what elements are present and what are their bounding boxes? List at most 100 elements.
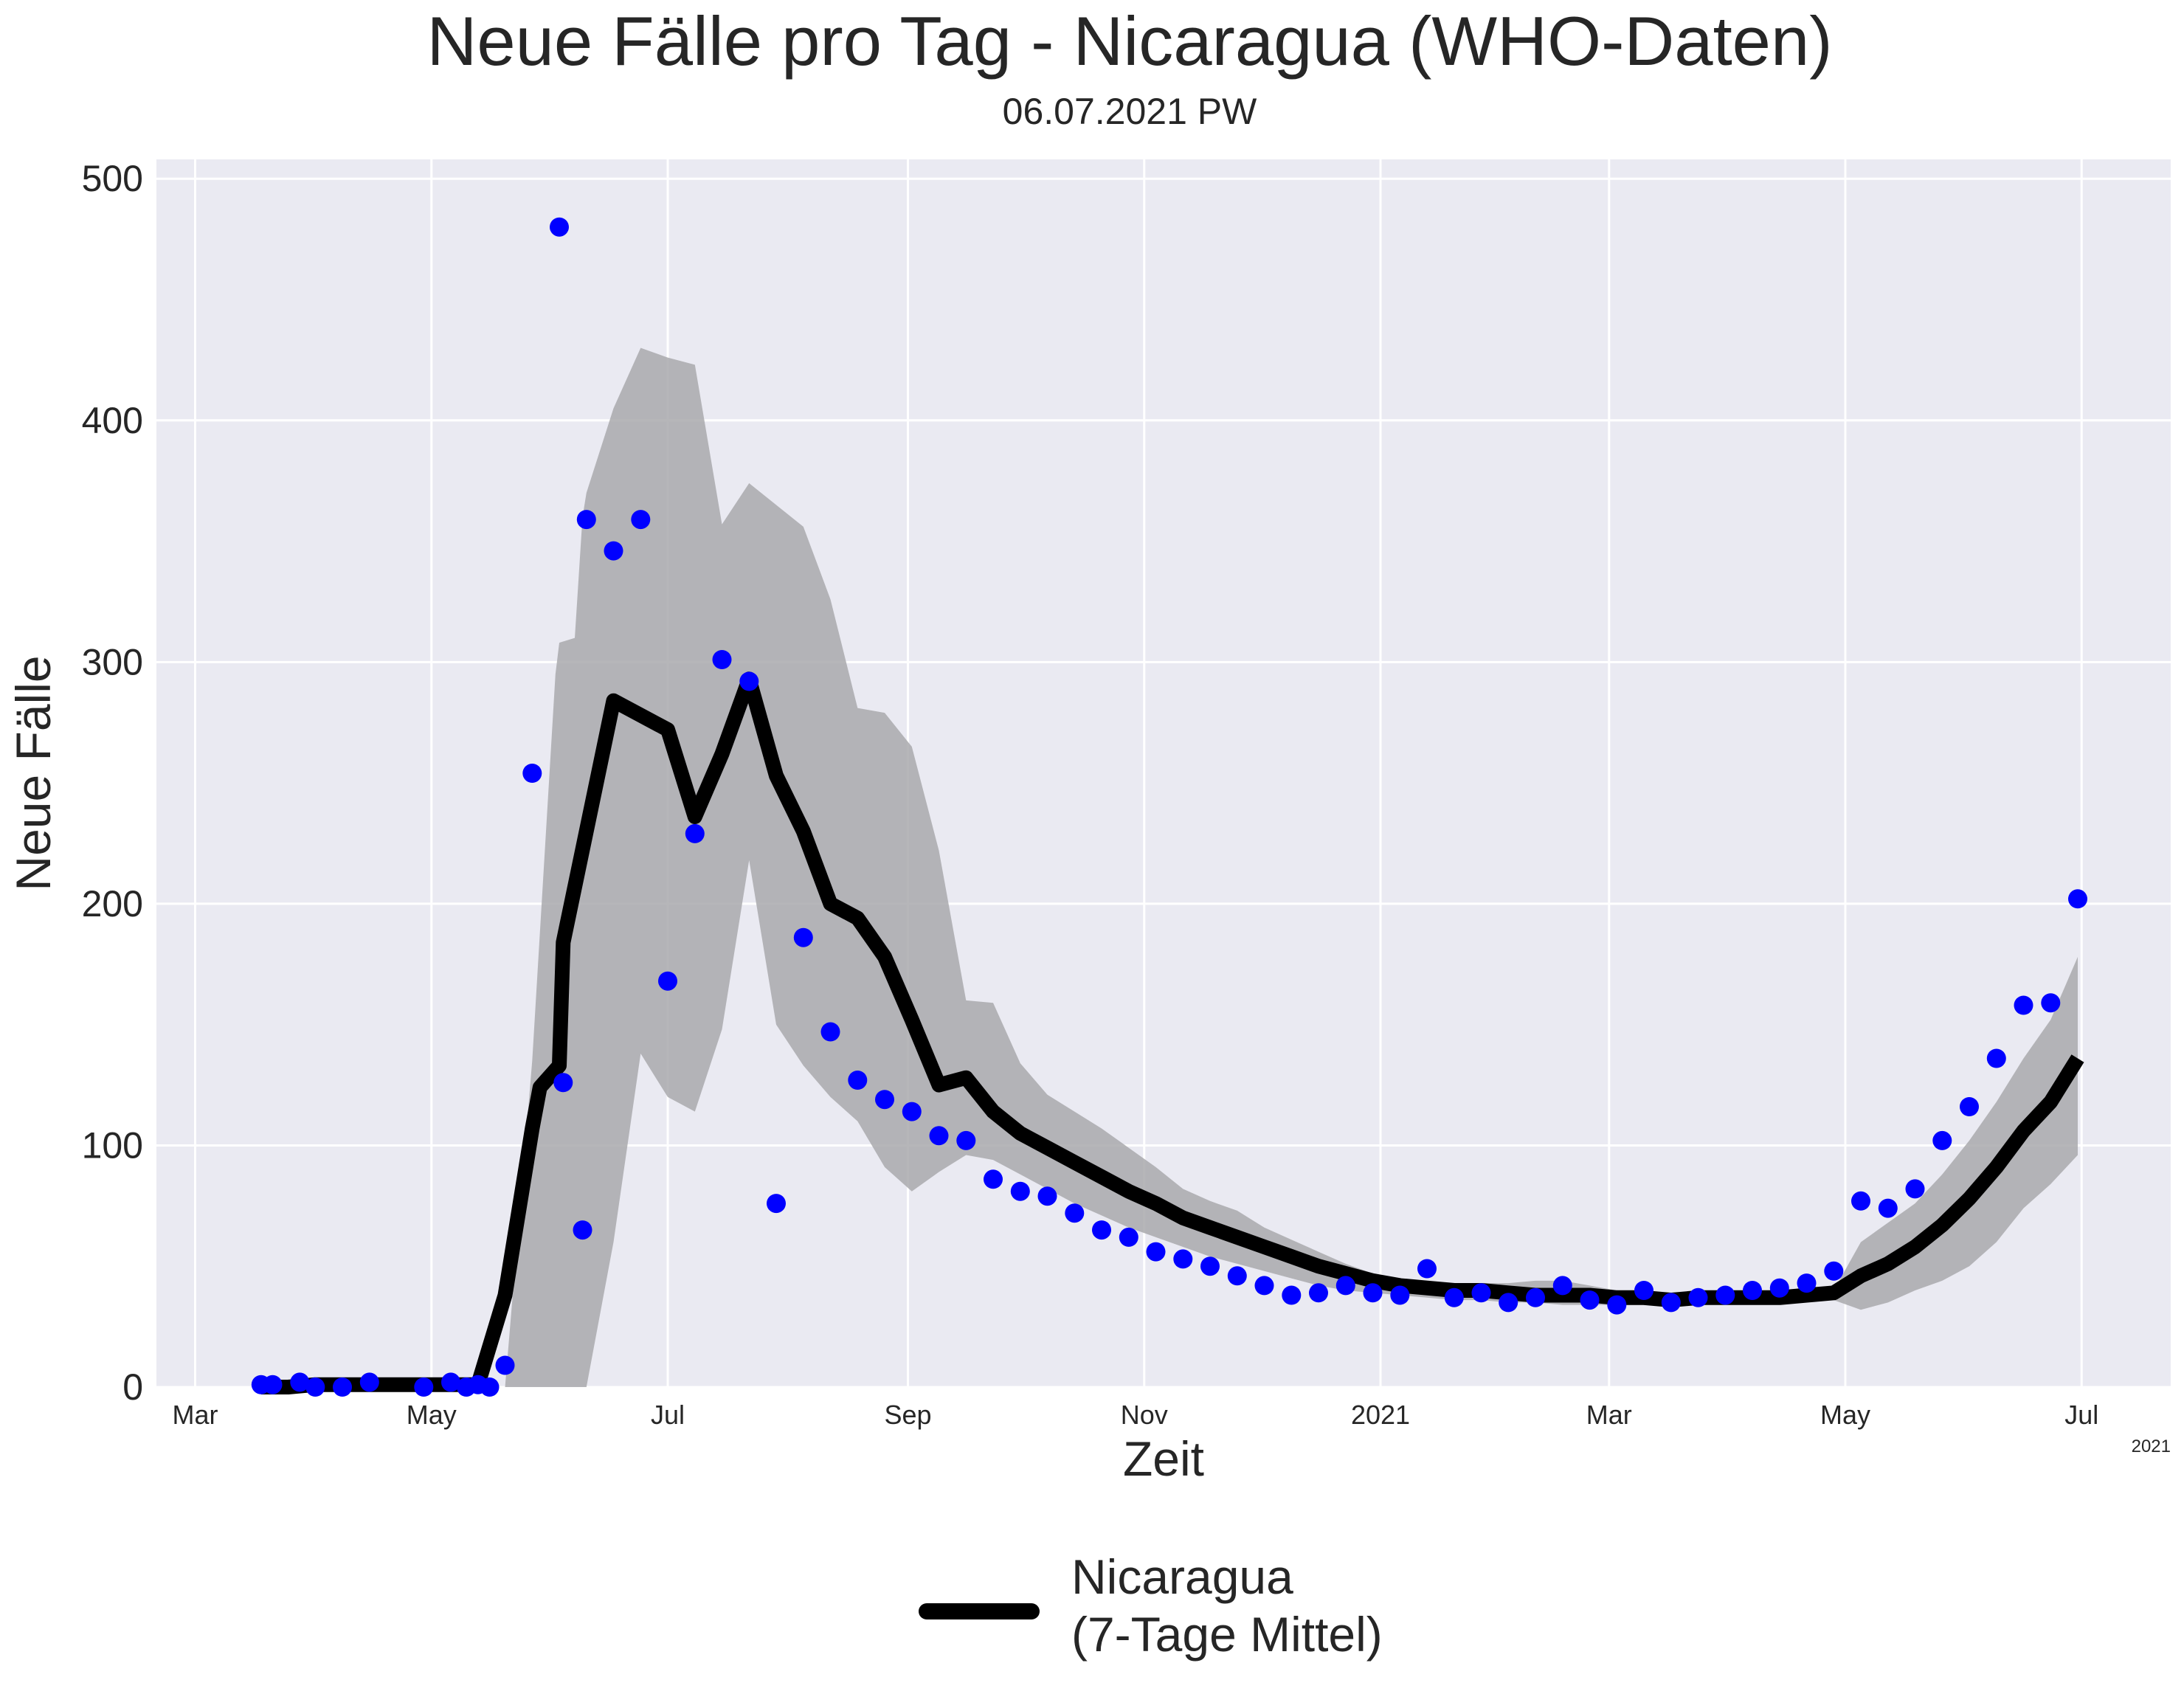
data-point-42: [1282, 1285, 1302, 1305]
data-point-65: [1905, 1179, 1925, 1199]
data-point-26: [848, 1071, 868, 1090]
x-axis-offset-label: 2021: [2132, 1437, 2171, 1456]
data-point-18: [631, 510, 651, 530]
data-point-60: [1769, 1278, 1789, 1298]
data-point-22: [739, 671, 759, 691]
data-point-36: [1119, 1227, 1138, 1247]
data-point-31: [984, 1169, 1003, 1189]
data-point-10: [480, 1377, 500, 1397]
data-point-1: [263, 1375, 283, 1394]
data-point-15: [573, 1220, 592, 1240]
data-point-37: [1146, 1242, 1166, 1262]
y-tick-label-500: 500: [82, 158, 143, 199]
data-point-19: [658, 971, 677, 991]
data-point-23: [767, 1194, 786, 1214]
data-point-53: [1580, 1290, 1600, 1310]
data-point-68: [1986, 1048, 2006, 1068]
data-point-50: [1499, 1293, 1518, 1313]
data-point-58: [1715, 1285, 1735, 1305]
confidence-band-layer: [505, 348, 2078, 1387]
data-point-52: [1552, 1276, 1572, 1296]
mean-line-layer: [260, 671, 2084, 1394]
legend-label-line-1: Nicaragua: [1071, 1549, 1293, 1604]
data-point-61: [1797, 1273, 1817, 1293]
data-point-3: [305, 1377, 325, 1397]
y-tick-labels: 0 100 200 300 400 500: [82, 158, 143, 1408]
data-point-56: [1661, 1293, 1681, 1313]
data-point-6: [414, 1377, 434, 1397]
chart-title: Neue Fälle pro Tag - Nicaragua (WHO-Date…: [426, 2, 1832, 80]
data-point-57: [1688, 1287, 1708, 1307]
data-point-28: [902, 1102, 922, 1121]
data-point-32: [1010, 1181, 1030, 1201]
legend: Nicaragua (7-Tage Mittel): [919, 1549, 1383, 1662]
data-point-59: [1743, 1281, 1762, 1300]
x-tick-label-6: Mar: [1586, 1400, 1632, 1430]
data-point-49: [1471, 1283, 1491, 1303]
data-point-38: [1173, 1249, 1193, 1269]
data-point-70: [2041, 993, 2061, 1013]
data-point-5: [359, 1372, 379, 1392]
y-tick-label-200: 200: [82, 883, 143, 924]
data-point-35: [1092, 1220, 1111, 1240]
data-point-14: [553, 1073, 573, 1093]
legend-label: Nicaragua (7-Tage Mittel): [1071, 1549, 1383, 1662]
data-point-66: [1932, 1130, 1952, 1150]
data-point-43: [1309, 1283, 1328, 1303]
x-tick-label-2: Jul: [651, 1400, 685, 1430]
data-point-11: [495, 1355, 515, 1375]
data-point-39: [1200, 1256, 1220, 1276]
x-tick-label-1: May: [407, 1400, 457, 1430]
data-point-51: [1526, 1287, 1545, 1307]
data-point-41: [1254, 1276, 1274, 1296]
data-point-54: [1607, 1295, 1627, 1315]
x-tick-label-7: May: [1820, 1400, 1870, 1430]
data-point-27: [875, 1090, 894, 1110]
y-tick-label-300: 300: [82, 641, 143, 682]
y-tick-label-400: 400: [82, 400, 143, 441]
data-point-34: [1065, 1203, 1085, 1223]
data-point-62: [1824, 1261, 1844, 1281]
x-tick-labels: Mar May Jul Sep Nov 2021 Mar May Jul: [173, 1400, 2099, 1430]
x-tick-label-3: Sep: [884, 1400, 931, 1430]
data-point-4: [333, 1377, 352, 1397]
data-point-29: [929, 1126, 949, 1146]
data-point-63: [1851, 1191, 1870, 1211]
daily-points-layer: [251, 217, 2087, 1397]
data-point-55: [1634, 1281, 1653, 1300]
x-tick-label-4: Nov: [1121, 1400, 1168, 1430]
data-point-64: [1878, 1198, 1898, 1218]
data-point-12: [522, 764, 542, 783]
data-point-21: [712, 650, 732, 669]
data-point-24: [793, 927, 813, 947]
y-tick-label-100: 100: [82, 1124, 143, 1166]
data-point-33: [1037, 1186, 1057, 1206]
data-point-47: [1417, 1259, 1437, 1279]
data-point-40: [1227, 1266, 1247, 1286]
data-point-25: [820, 1022, 840, 1042]
x-tick-label-5: 2021: [1351, 1400, 1410, 1430]
x-axis-label: Zeit: [1123, 1431, 1204, 1486]
y-tick-label-0: 0: [122, 1366, 143, 1408]
confidence-band: [505, 348, 2078, 1387]
data-point-48: [1444, 1287, 1464, 1307]
data-point-2: [290, 1372, 310, 1392]
legend-label-line-2: (7-Tage Mittel): [1071, 1607, 1383, 1662]
data-point-20: [685, 823, 705, 843]
mean-line: [260, 671, 2084, 1394]
data-point-16: [576, 510, 596, 530]
data-point-44: [1335, 1276, 1355, 1296]
data-point-69: [2014, 995, 2033, 1015]
data-point-7: [441, 1372, 460, 1392]
data-point-71: [2068, 889, 2087, 909]
data-point-46: [1390, 1285, 1410, 1305]
x-tick-label-0: Mar: [173, 1400, 218, 1430]
data-point-13: [550, 217, 569, 237]
chart-subtitle: 06.07.2021 PW: [1003, 91, 1257, 132]
data-point-45: [1363, 1283, 1383, 1303]
data-point-67: [1960, 1097, 1979, 1116]
data-point-30: [956, 1130, 976, 1150]
x-tick-label-8: Jul: [2064, 1400, 2098, 1430]
